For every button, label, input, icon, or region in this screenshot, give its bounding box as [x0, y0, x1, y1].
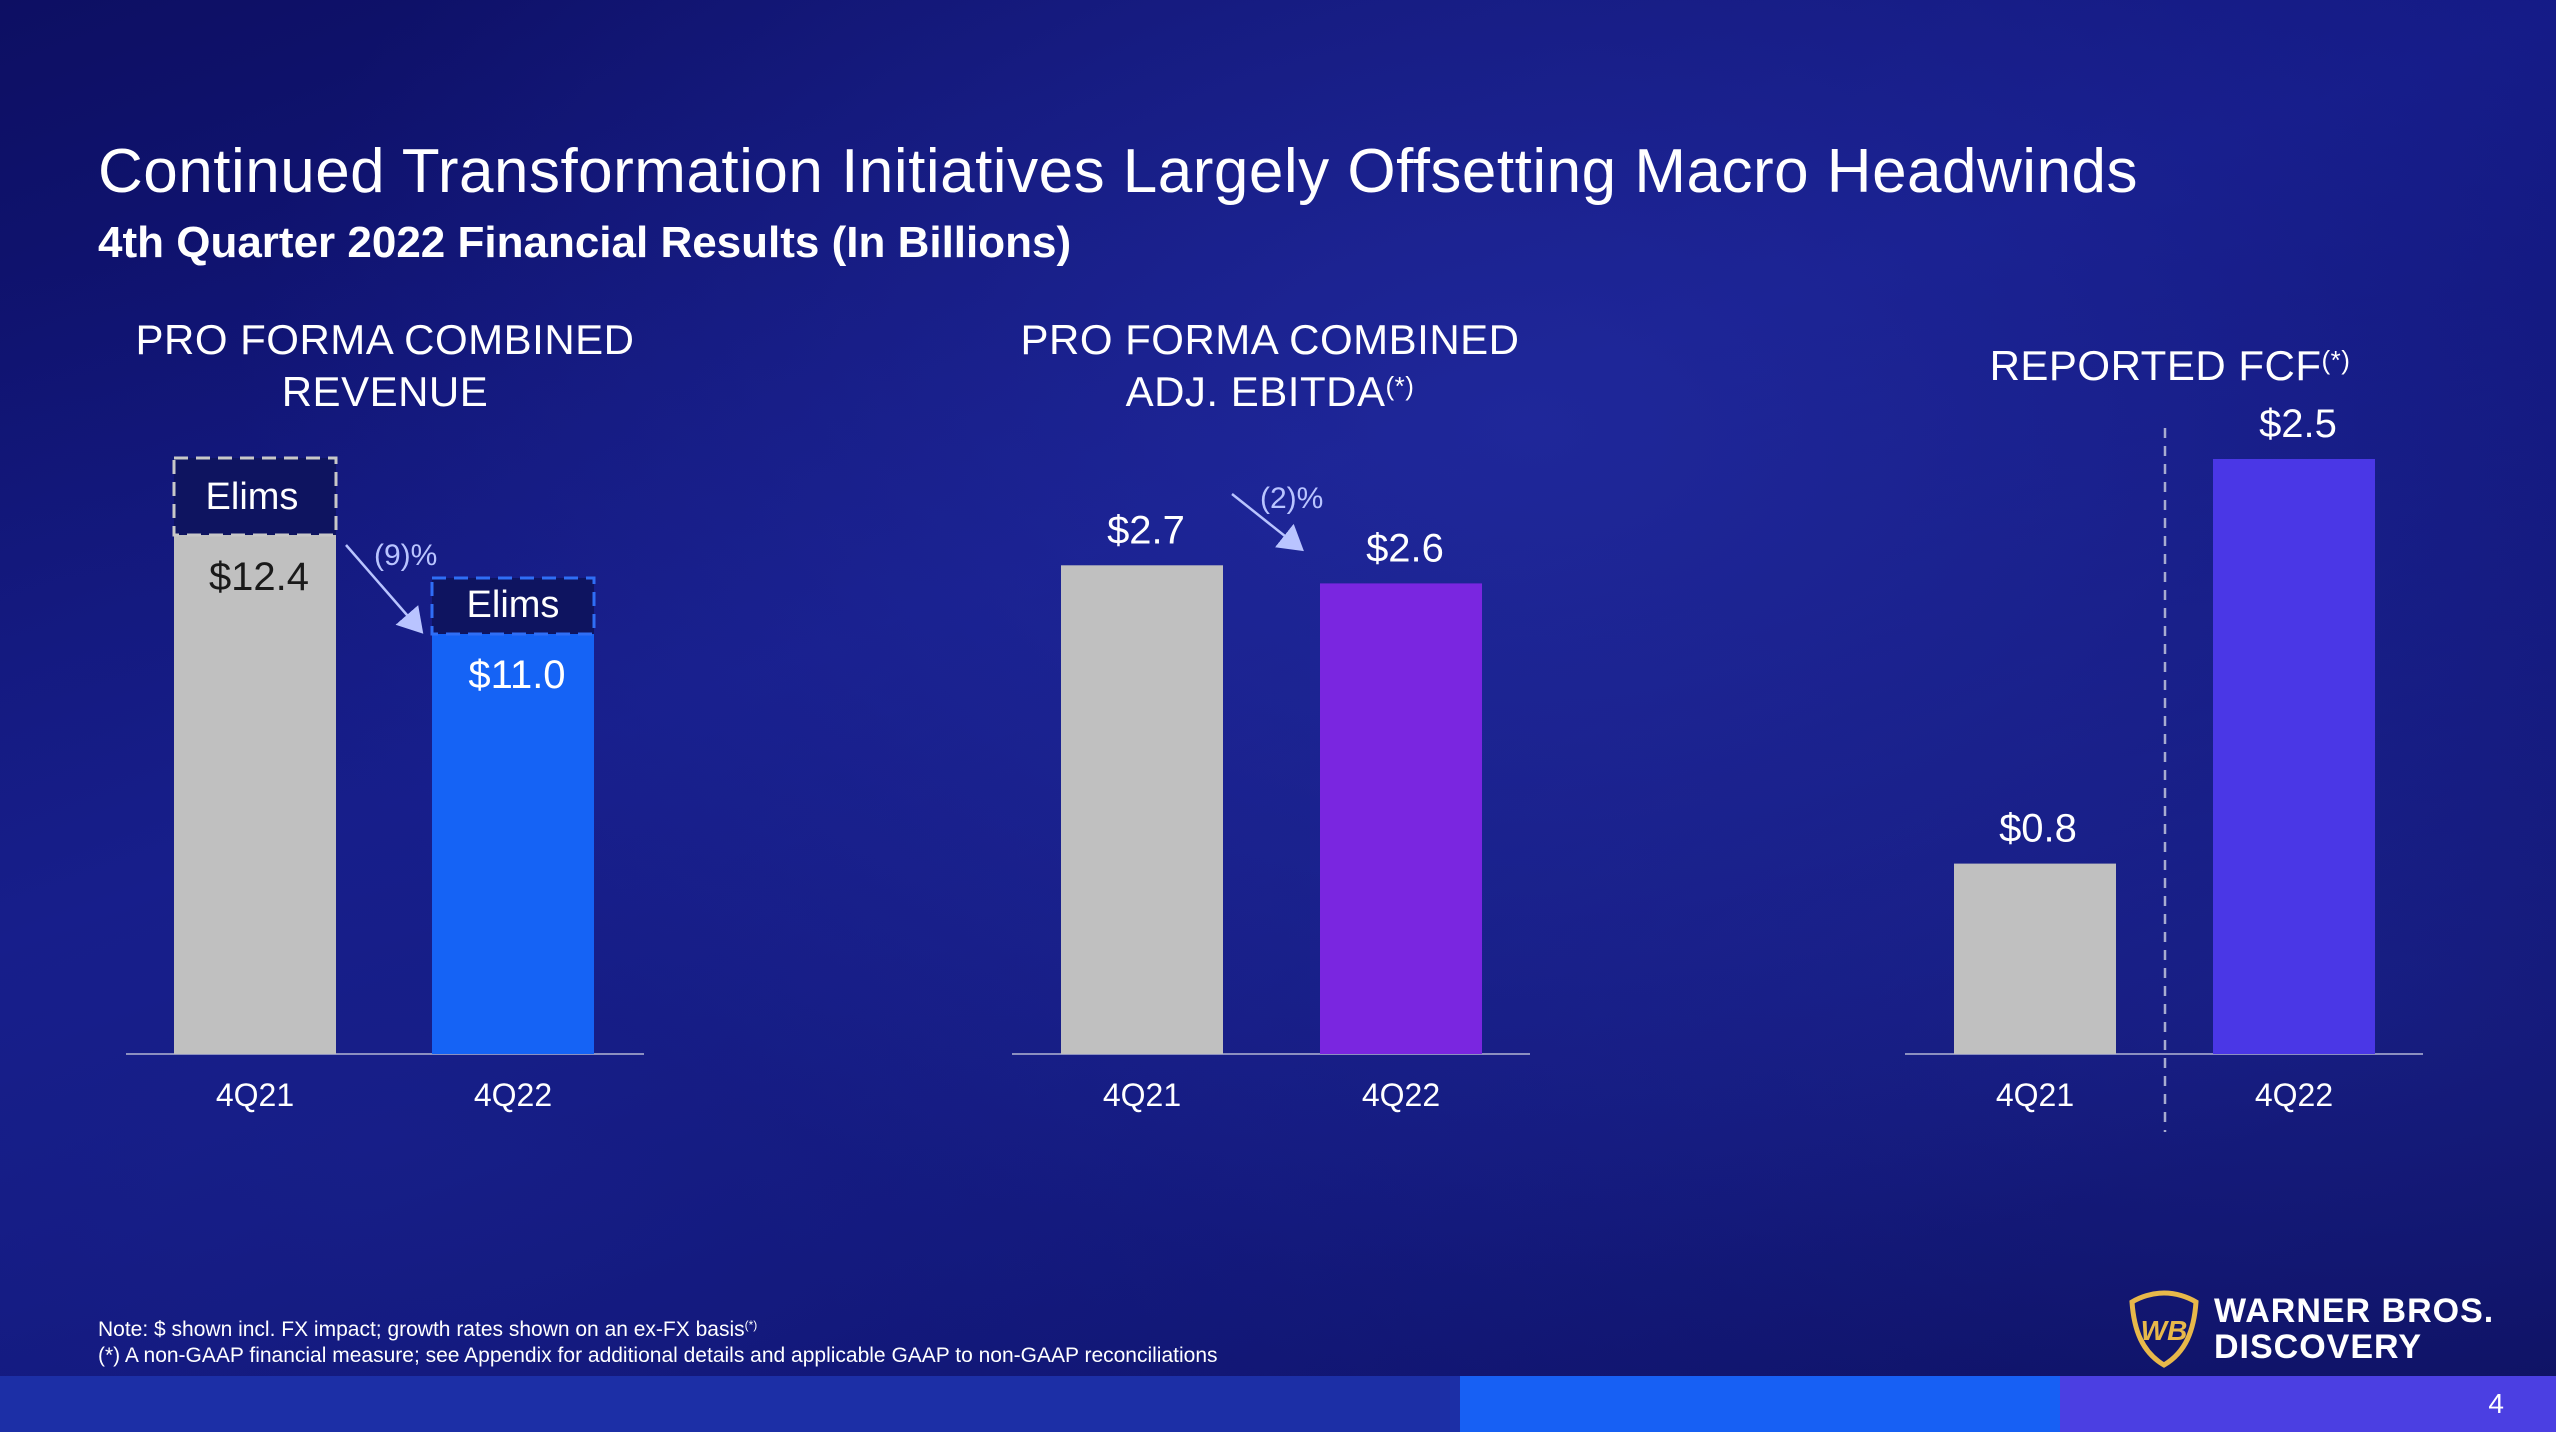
footnote-note-sup: (*)	[744, 1318, 758, 1332]
ebitda-tick-4q22: 4Q22	[1362, 1077, 1440, 1113]
revenue-elims-label-4q22: Elims	[467, 584, 560, 626]
bottom-bar-segment-violet: 4	[2060, 1376, 2556, 1432]
ebitda-growth-arrow	[1231, 493, 1304, 552]
ebitda-bar-4q22	[1320, 583, 1482, 1054]
revenue-value-label-4q22: $11.0	[468, 653, 565, 697]
bottom-color-bar: 4	[0, 1376, 2556, 1432]
revenue-chart-title: PRO FORMA COMBINED REVENUE	[100, 314, 670, 418]
fcf-tick-4q21: 4Q21	[1996, 1077, 2074, 1113]
revenue-value-label-4q21: $12.4	[209, 555, 309, 599]
fcf-title-sup: (*)	[2321, 345, 2351, 375]
ebitda-value-label-4q21: $2.7	[1107, 508, 1185, 552]
revenue-chart: Elims Elims $12.4 $11.0 (9)% 4Q21 4Q22	[126, 456, 644, 1113]
fcf-bar-4q21	[1954, 863, 2116, 1054]
revenue-elims-box-4q22	[430, 576, 596, 636]
revenue-tick-4q21: 4Q21	[216, 1077, 294, 1113]
ebitda-chart-title: PRO FORMA COMBINED ADJ. EBITDA(*)	[980, 314, 1560, 418]
revenue-title-line-2: REVENUE	[281, 368, 489, 415]
fcf-title-line-1: REPORTED FCF(*)	[1989, 342, 2351, 389]
logo-line-2: DISCOVERY	[2214, 1328, 2423, 1366]
wb-shield-icon: WB	[2129, 1290, 2199, 1368]
revenue-bar-4q22	[432, 590, 594, 1054]
page-number: 4	[2488, 1388, 2504, 1419]
ebitda-title-line-1: PRO FORMA COMBINED	[1020, 316, 1520, 363]
revenue-growth-label: (9)%	[374, 539, 437, 572]
revenue-growth-arrow	[345, 544, 424, 634]
ebitda-tick-4q21: 4Q21	[1103, 1077, 1181, 1113]
page-title: Continued Transformation Initiatives Lar…	[98, 137, 2139, 206]
fcf-value-label-4q21: $0.8	[1999, 807, 2077, 851]
footnote-note: Note: $ shown incl. FX impact; growth ra…	[98, 1318, 758, 1341]
revenue-elims-label-4q21: Elims	[206, 476, 299, 518]
ebitda-title-line-2: ADJ. EBITDA(*)	[1125, 368, 1415, 415]
revenue-elims-box-4q21	[172, 456, 338, 537]
fcf-chart-title: REPORTED FCF(*)	[1910, 340, 2430, 392]
fcf-value-label-4q22: $2.5	[2259, 402, 2337, 446]
bottom-bar-segment-dark	[0, 1376, 1460, 1432]
ebitda-chart: $2.7 $2.6 (2)% 4Q21 4Q22	[1012, 482, 1530, 1113]
page-subtitle: 4th Quarter 2022 Financial Results (In B…	[98, 218, 1072, 267]
ebitda-title-sup: (*)	[1385, 371, 1415, 401]
revenue-bar-4q21	[174, 531, 336, 1054]
footnote-definition: (*) A non-GAAP financial measure; see Ap…	[98, 1344, 1218, 1367]
fcf-chart: $0.8 $2.5 4Q21 4Q22	[1905, 402, 2423, 1132]
revenue-tick-4q22: 4Q22	[474, 1077, 552, 1113]
fcf-tick-4q22: 4Q22	[2255, 1077, 2333, 1113]
ebitda-growth-label: (2)%	[1260, 482, 1323, 515]
warner-bros-discovery-logo: WB WARNER BROS. DISCOVERY	[2128, 1290, 2494, 1368]
ebitda-bar-4q21	[1061, 565, 1223, 1054]
fcf-bar-4q22	[2213, 459, 2375, 1054]
revenue-title-line-1: PRO FORMA COMBINED	[135, 316, 635, 363]
logo-line-1: WARNER BROS.	[2214, 1292, 2495, 1330]
ebitda-value-label-4q22: $2.6	[1366, 526, 1444, 570]
wb-monogram: WB	[2141, 1315, 2188, 1346]
bottom-bar-segment-blue	[1460, 1376, 2060, 1432]
